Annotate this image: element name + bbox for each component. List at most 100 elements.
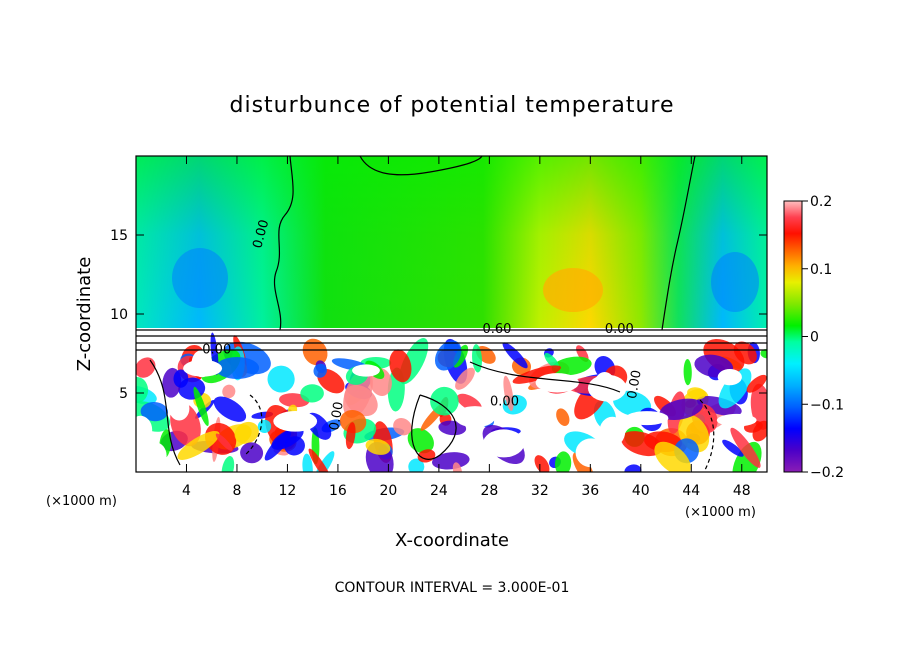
turbulence-blob	[431, 452, 470, 470]
turbulence-blob	[339, 410, 367, 434]
turbulence-gap	[707, 444, 726, 472]
turbulence-blob	[534, 455, 550, 472]
turbulence-blobs	[136, 332, 767, 472]
turbulence-blob	[345, 422, 356, 450]
turbulence-blob	[393, 418, 412, 436]
y-axis-label: Z-coordinate	[74, 257, 95, 372]
cold-anomaly-left	[172, 248, 228, 308]
turbulence-gap	[183, 359, 223, 377]
turbulence-blob	[556, 408, 570, 426]
contour-label: 0.00	[202, 343, 231, 358]
contour-label: 0.00	[605, 322, 634, 337]
turbulence-blob	[750, 383, 767, 430]
contour-interval-note: CONTOUR INTERVAL = 3.000E-01	[335, 580, 570, 596]
turbulence-blob	[512, 365, 561, 384]
turbulence-gap	[143, 442, 167, 470]
y-tick-label: 10	[110, 307, 128, 323]
x-unit-label: (×1000 m)	[685, 505, 756, 520]
turbulence-blob	[177, 431, 220, 460]
x-tick-label: 12	[279, 483, 297, 499]
turbulence-blob	[551, 356, 592, 376]
plot-area: 0.00 0.60 0.00 0.00 0.00 0.00 0.00	[136, 156, 767, 472]
turbulence-gap	[169, 396, 190, 421]
turbulence-blob	[613, 390, 652, 417]
turbulence-blob	[222, 384, 236, 399]
upper-field-fade	[136, 156, 767, 330]
turbulence-blob	[654, 441, 691, 472]
turbulence-gap	[625, 411, 669, 426]
cold-anomaly-right	[711, 252, 759, 312]
turbulence-blob	[760, 349, 767, 359]
turbulence-blob	[215, 433, 233, 451]
contour-labels: 0.00 0.60 0.00 0.00 0.00 0.00 0.00	[202, 218, 644, 431]
turbulence-blob	[136, 357, 156, 378]
x-tick-label: 48	[733, 483, 751, 499]
x-tick-label: 44	[682, 483, 700, 499]
colorbar: 0.2 0.1 0 −0.1 −0.2	[783, 194, 844, 481]
colorbar-gradient	[783, 200, 803, 473]
turbulence-blob	[718, 368, 752, 409]
contour-lines	[136, 156, 767, 471]
contour-lower-1	[149, 359, 181, 466]
turbulence-gap	[717, 369, 742, 386]
colorbar-tick-label: 0.1	[810, 262, 832, 278]
contour-label: 0.60	[482, 322, 511, 337]
turbulence-blob	[452, 462, 463, 472]
x-tick-label: 8	[232, 483, 241, 499]
turbulence-blob	[659, 398, 703, 421]
turbulence-blob	[430, 386, 459, 416]
turbulence-blob	[234, 421, 259, 444]
turbulence-blob	[267, 365, 295, 393]
contour-upper-left	[274, 156, 294, 331]
colorbar-tick-label: −0.2	[810, 465, 844, 481]
x-tick-label: 32	[531, 483, 549, 499]
y-axis: 5 10 15	[110, 228, 767, 402]
turbulence-gap	[599, 416, 626, 447]
colorbar-tick-label: −0.1	[810, 397, 844, 413]
turbulence-gap	[454, 406, 496, 428]
contour-lower-2	[411, 394, 457, 460]
warm-anomaly	[543, 268, 603, 312]
turbulence-gap	[273, 411, 318, 432]
x-tick-label: 4	[182, 483, 191, 499]
turbulence-blob	[544, 353, 559, 369]
turbulence-blob	[438, 420, 467, 436]
y-tick-label: 15	[110, 228, 128, 244]
turbulence-gap	[352, 364, 380, 377]
turbulence-blob	[455, 367, 475, 390]
turbulence-gap	[483, 429, 525, 458]
x-tick-label: 40	[632, 483, 650, 499]
contour-lower-4	[699, 399, 715, 471]
turbulence-blob	[300, 384, 324, 403]
turbulence-blob	[389, 349, 412, 383]
turbulence-blob	[722, 439, 744, 457]
contour-label: 0.00	[327, 401, 347, 432]
turbulence-blob	[697, 396, 742, 416]
contour-lower-3	[469, 361, 621, 393]
turbulence-blob	[213, 396, 247, 422]
x-tick-label: 20	[379, 483, 397, 499]
x-axis: 4 8 12 16 20 24 28 32 36 40 44 48	[182, 156, 751, 499]
colorbar-tick-label: 0	[810, 330, 819, 346]
colorbar-ticks: 0.2 0.1 0 −0.1 −0.2	[802, 194, 844, 481]
turbulence-blob	[271, 427, 304, 450]
turbulence-blob	[502, 342, 528, 369]
contour-label: 0.00	[250, 218, 272, 250]
turbulence-blob	[221, 456, 235, 472]
turbulence-gap	[594, 372, 615, 396]
turbulence-blob	[344, 384, 378, 417]
turbulence-blob	[215, 357, 260, 379]
turbulence-blob	[730, 427, 761, 468]
turbulence-blob	[503, 375, 514, 412]
colorbar-tick-label: 0.2	[810, 194, 832, 210]
turbulence-blob	[140, 401, 168, 422]
turbulence-blob	[136, 377, 149, 403]
turbulence-blob	[746, 374, 767, 393]
turbulence-blob	[408, 458, 425, 472]
contour-upper-right	[661, 156, 696, 331]
turbulence-gap	[575, 438, 607, 468]
turbulence-blob	[193, 386, 209, 427]
turbulence-blob	[308, 448, 333, 472]
turbulence-blob	[313, 363, 327, 378]
